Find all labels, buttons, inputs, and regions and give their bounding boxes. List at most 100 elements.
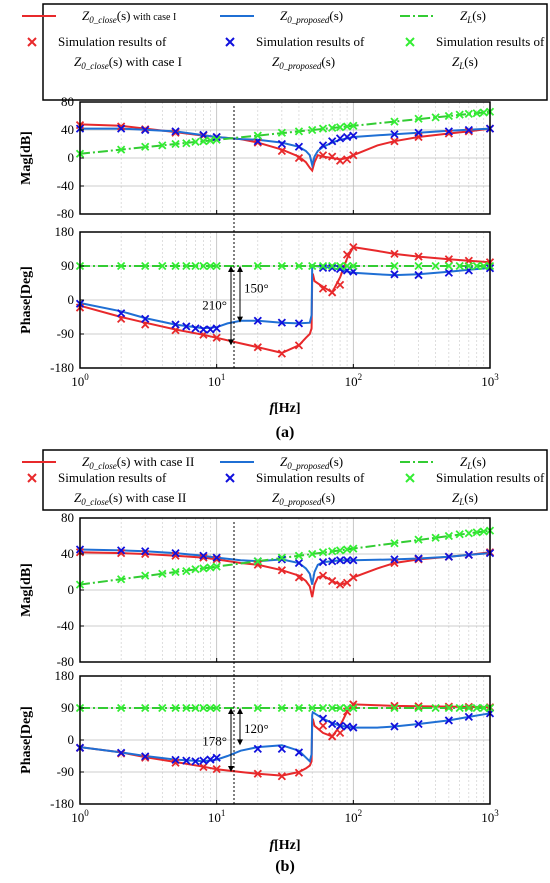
sim-marker — [171, 128, 180, 137]
sim-marker — [294, 768, 304, 777]
sim-marker — [199, 564, 208, 573]
legend-tail: (s) with case II — [109, 490, 187, 505]
sim-marker — [318, 557, 328, 567]
sim-marker — [182, 566, 191, 576]
sim-marker — [390, 555, 399, 564]
series-line — [79, 551, 491, 598]
annotation-b: 178° 120° — [202, 522, 269, 804]
sim-marker — [117, 575, 126, 584]
sim-marker — [158, 261, 167, 271]
sim-marker — [431, 533, 440, 542]
legend-entry-label: Z0_proposed(s) — [272, 490, 335, 507]
legend-entry-label: ZL(s) — [460, 8, 486, 25]
sim-marker — [414, 270, 423, 280]
sim-marker — [141, 752, 150, 761]
arrow-head — [228, 766, 234, 772]
sim-marker — [171, 127, 180, 136]
sim-marker — [349, 151, 358, 160]
legend-entry-label: Z0_close(s) with case II — [74, 490, 186, 507]
sim-marker — [328, 263, 337, 273]
arrow-head — [228, 266, 234, 272]
legend-box — [42, 3, 548, 101]
sim-marker — [171, 551, 180, 560]
sim-marker — [182, 756, 191, 765]
x-tick-label: 102 — [345, 808, 363, 825]
sim-marker — [158, 703, 167, 713]
sim-marker — [191, 757, 200, 766]
sim-marker — [117, 748, 126, 757]
sim-marker — [199, 130, 208, 140]
sim-marker — [294, 748, 304, 757]
legend-box — [42, 449, 548, 511]
sim-marker — [464, 529, 473, 538]
x-axis-label: f[Hz] — [269, 838, 300, 853]
sim-marker — [117, 124, 126, 133]
legend-z: Z — [74, 490, 82, 505]
y-tick-label: 90 — [61, 258, 74, 273]
sim-marker — [342, 545, 352, 554]
legend-marker-swatch — [405, 37, 415, 47]
sim-marker — [212, 765, 221, 774]
sim-marker — [455, 110, 464, 119]
legend-b: Z0_close(s) with case II Z0_proposed(s) ZL… — [22, 449, 548, 511]
sim-marker — [277, 772, 287, 781]
sim-marker — [199, 762, 208, 772]
legend-sub: L — [458, 497, 464, 507]
arrow-head — [228, 708, 234, 714]
legend-entry-label: Simulation results of — [256, 470, 365, 485]
x-tick-base: 10 — [345, 810, 358, 825]
legend-entry-label: Z0_close(s) with case II — [82, 454, 194, 471]
y-tick-label: 180 — [55, 224, 75, 239]
sim-marker — [455, 261, 464, 271]
sim-marker — [277, 261, 287, 271]
legend-tail: (s) — [321, 490, 335, 505]
legend-z: Z — [272, 490, 280, 505]
sim-marker — [141, 314, 150, 324]
sim-marker — [390, 539, 399, 548]
sim-marker — [206, 755, 215, 764]
sim-marker — [199, 137, 208, 146]
angle-label-right: 150° — [244, 280, 269, 295]
sim-marker — [253, 703, 262, 713]
sim-marker — [171, 703, 180, 713]
series-line — [79, 548, 491, 585]
sim-marker — [414, 535, 423, 544]
sim-marker — [253, 343, 262, 352]
legend-marker-swatch — [225, 473, 235, 483]
legend-sub: 0_proposed — [279, 497, 322, 507]
legend-z: Z — [272, 54, 280, 69]
sim-marker — [390, 117, 399, 126]
x-tick-label: 101 — [208, 372, 226, 389]
sim-marker — [253, 138, 262, 147]
sim-marker — [349, 121, 358, 130]
sim-marker — [158, 141, 167, 150]
legend-z: Z — [280, 454, 288, 469]
sim-marker — [431, 113, 440, 122]
series-line — [79, 710, 491, 764]
legend-tail: (s) with case II — [117, 454, 195, 469]
sim-marker — [191, 703, 200, 713]
x-tick-label: 100 — [71, 808, 89, 825]
sim-marker — [206, 325, 215, 334]
mag-plot-b: 80 40 0 -40 -80 Mag[dB] — [19, 510, 495, 669]
sim-marker — [342, 250, 352, 259]
sim-marker — [277, 566, 287, 575]
sim-marker — [294, 127, 304, 136]
sim-marker — [171, 758, 180, 767]
sim-marker — [253, 261, 262, 271]
panel-label: (a) — [276, 424, 295, 441]
y-tick-label: 40 — [61, 122, 74, 137]
x-tick-exp: 3 — [494, 808, 499, 818]
sim-marker — [464, 127, 473, 136]
sim-marker — [212, 753, 221, 762]
sim-marker — [328, 576, 337, 586]
y-tick-label: -90 — [57, 764, 74, 779]
legend-z: Z — [452, 490, 460, 505]
legend-sub: 0_close — [89, 15, 117, 25]
annotation-a: 210° 150° — [202, 106, 269, 368]
legend-sub: 0_proposed — [287, 461, 330, 471]
y-tick-label: 0 — [68, 582, 75, 597]
sim-marker — [277, 139, 287, 149]
